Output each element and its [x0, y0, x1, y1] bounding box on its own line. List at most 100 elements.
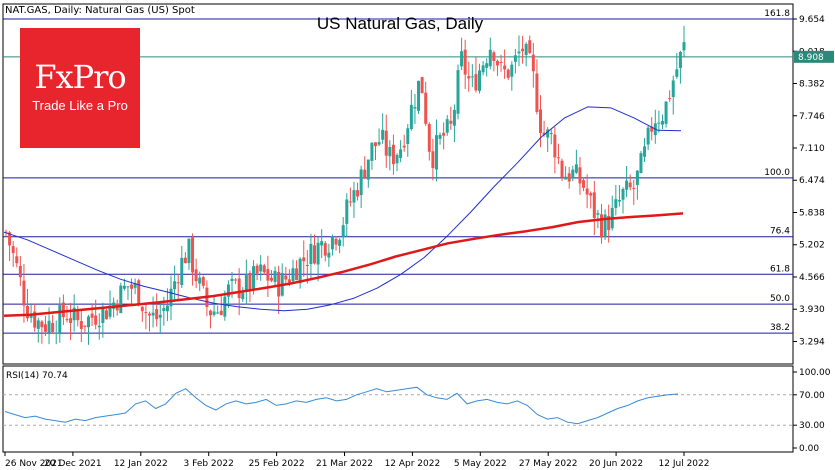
price-tick-label: 6.474 [799, 176, 825, 186]
candle [653, 109, 657, 144]
candle-body [158, 314, 162, 318]
candlestick-series [4, 25, 686, 345]
candle-body [94, 315, 98, 325]
candle-body [492, 52, 496, 61]
candle-body [101, 306, 105, 323]
candle-body [241, 292, 245, 300]
candle [506, 68, 510, 81]
candle-body [169, 288, 173, 307]
candle [65, 305, 69, 323]
price-tick-label: 7.746 [799, 112, 825, 122]
candle-body [417, 80, 421, 111]
candle-body [269, 277, 273, 281]
candle-body [549, 133, 553, 135]
candle-body [574, 164, 578, 173]
candle-body [366, 159, 370, 180]
candle-body [535, 73, 539, 113]
candle-body [628, 182, 632, 188]
candle [22, 264, 26, 323]
candle [617, 185, 621, 207]
candle-body [72, 307, 76, 321]
candle-body [488, 49, 492, 67]
candle [607, 204, 611, 243]
candle-body [8, 232, 12, 246]
candle [621, 187, 625, 214]
moving-averages [3, 106, 684, 318]
candle-body [54, 332, 58, 334]
candle-body [582, 180, 586, 188]
candle [592, 181, 596, 236]
candle-body [40, 321, 44, 328]
time-tick-label: 5 May 2022 [454, 459, 507, 469]
candle [359, 165, 363, 209]
candle-body [373, 142, 377, 147]
candle-body [678, 52, 682, 68]
candle-body [664, 101, 668, 124]
candle-body [208, 310, 212, 316]
candle-body [424, 92, 428, 124]
candle-body [463, 49, 467, 75]
candle-body [259, 264, 263, 272]
candle-body [528, 40, 532, 53]
candle [26, 288, 30, 322]
candle [298, 257, 302, 289]
candle-body [452, 109, 456, 126]
candle-body [420, 77, 424, 94]
candle [413, 93, 417, 124]
candle [485, 58, 489, 77]
candle-body [313, 245, 317, 264]
candle [90, 303, 94, 327]
candle [194, 258, 198, 289]
candle [345, 193, 349, 238]
candle [599, 204, 603, 244]
time-tick-label: 25 Feb 2022 [249, 459, 305, 469]
candle [348, 187, 352, 207]
candle-body [359, 169, 363, 196]
candle-body [531, 54, 535, 72]
candle-body [517, 51, 521, 54]
candle-body [449, 120, 453, 124]
fib-label: 50.0 [770, 294, 790, 304]
candle-body [406, 128, 410, 145]
fib-label: 161.8 [764, 9, 790, 19]
candle [58, 297, 62, 343]
candle-body [348, 201, 352, 203]
candle [589, 191, 593, 209]
candle [610, 195, 614, 231]
candle [614, 184, 618, 216]
candle-body [503, 65, 507, 70]
candle-body [58, 305, 62, 335]
candle-body [97, 325, 101, 328]
fib-label: 38.2 [770, 323, 790, 333]
rsi-tick-label: 0.00 [799, 444, 819, 454]
candle [133, 278, 137, 295]
candle [108, 290, 112, 320]
candle-body [338, 239, 342, 246]
candle [517, 35, 521, 67]
candle [51, 314, 55, 334]
candle-body [513, 55, 517, 62]
candle [657, 110, 661, 133]
candle [578, 157, 582, 195]
candle-body [277, 271, 281, 297]
candle [474, 56, 478, 93]
candle-body [499, 62, 503, 64]
candle [553, 126, 557, 174]
candle-body [183, 257, 187, 264]
candle-body [198, 277, 202, 284]
candle-body [201, 277, 205, 286]
candle [273, 266, 277, 287]
candle [69, 302, 73, 341]
candle-body [29, 315, 33, 318]
candle-body [151, 312, 155, 316]
candle-body [614, 199, 618, 208]
candle [528, 35, 532, 55]
candle [424, 81, 428, 126]
candle-body [122, 285, 126, 289]
time-tick-label: 12 Jan 2022 [114, 459, 168, 469]
candle [244, 259, 248, 305]
candle-body [4, 231, 8, 233]
candle-body [33, 311, 37, 328]
